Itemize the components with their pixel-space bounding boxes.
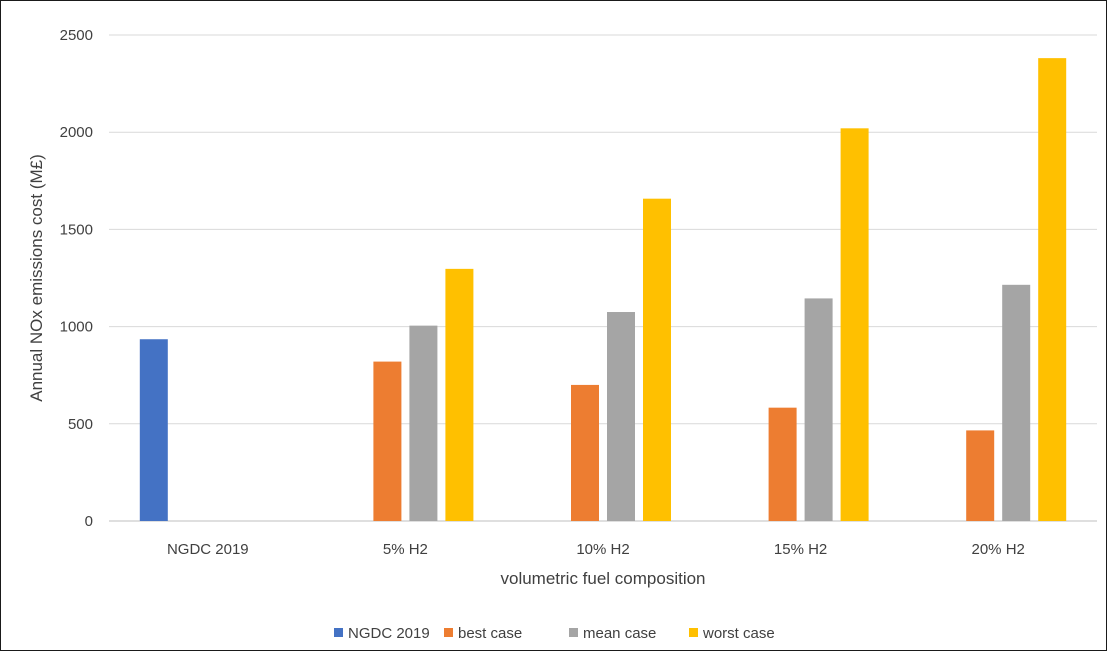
gridlines [109, 34, 1097, 522]
y-tick-label: 1500 [60, 221, 93, 238]
legend-swatch [569, 628, 578, 637]
bar [966, 430, 995, 521]
legend-swatch [334, 628, 343, 637]
legend-label: NGDC 2019 [348, 625, 430, 642]
bar [139, 339, 168, 521]
bar [571, 384, 599, 521]
x-tick-labels: NGDC 2019 5% H2 10% H2 15% H2 20% H2 [167, 541, 1025, 558]
bar [607, 312, 635, 521]
legend-swatch [444, 628, 453, 637]
x-tick-label: 20% H2 [972, 541, 1025, 558]
x-tick-label: NGDC 2019 [167, 541, 249, 558]
legend-swatch [689, 628, 698, 637]
legend: NGDC 2019 best case mean case worst case [334, 625, 775, 642]
bar [409, 325, 438, 521]
y-tick-label: 0 [85, 513, 93, 530]
bar [804, 298, 833, 521]
y-tick-label: 1000 [60, 319, 93, 336]
x-axis-title: volumetric fuel composition [500, 569, 705, 588]
legend-label: mean case [583, 625, 656, 642]
x-tick-label: 5% H2 [383, 541, 428, 558]
y-axis-title: Annual NOx emissions cost (M£) [27, 154, 46, 402]
bar [373, 361, 402, 521]
y-tick-label: 2500 [60, 27, 93, 44]
bar [445, 268, 474, 521]
bar [1002, 284, 1031, 521]
bar [643, 198, 671, 521]
bar [840, 128, 869, 521]
y-tick-labels: 0 500 1000 1500 2000 2500 [60, 27, 93, 530]
bars [139, 58, 1067, 521]
y-tick-label: 2000 [60, 124, 93, 141]
legend-label: worst case [702, 625, 775, 642]
y-tick-label: 500 [68, 416, 93, 433]
legend-label: best case [458, 625, 522, 642]
x-tick-label: 15% H2 [774, 541, 827, 558]
x-tick-label: 10% H2 [576, 541, 629, 558]
bar [768, 407, 797, 521]
bar [1038, 58, 1067, 521]
